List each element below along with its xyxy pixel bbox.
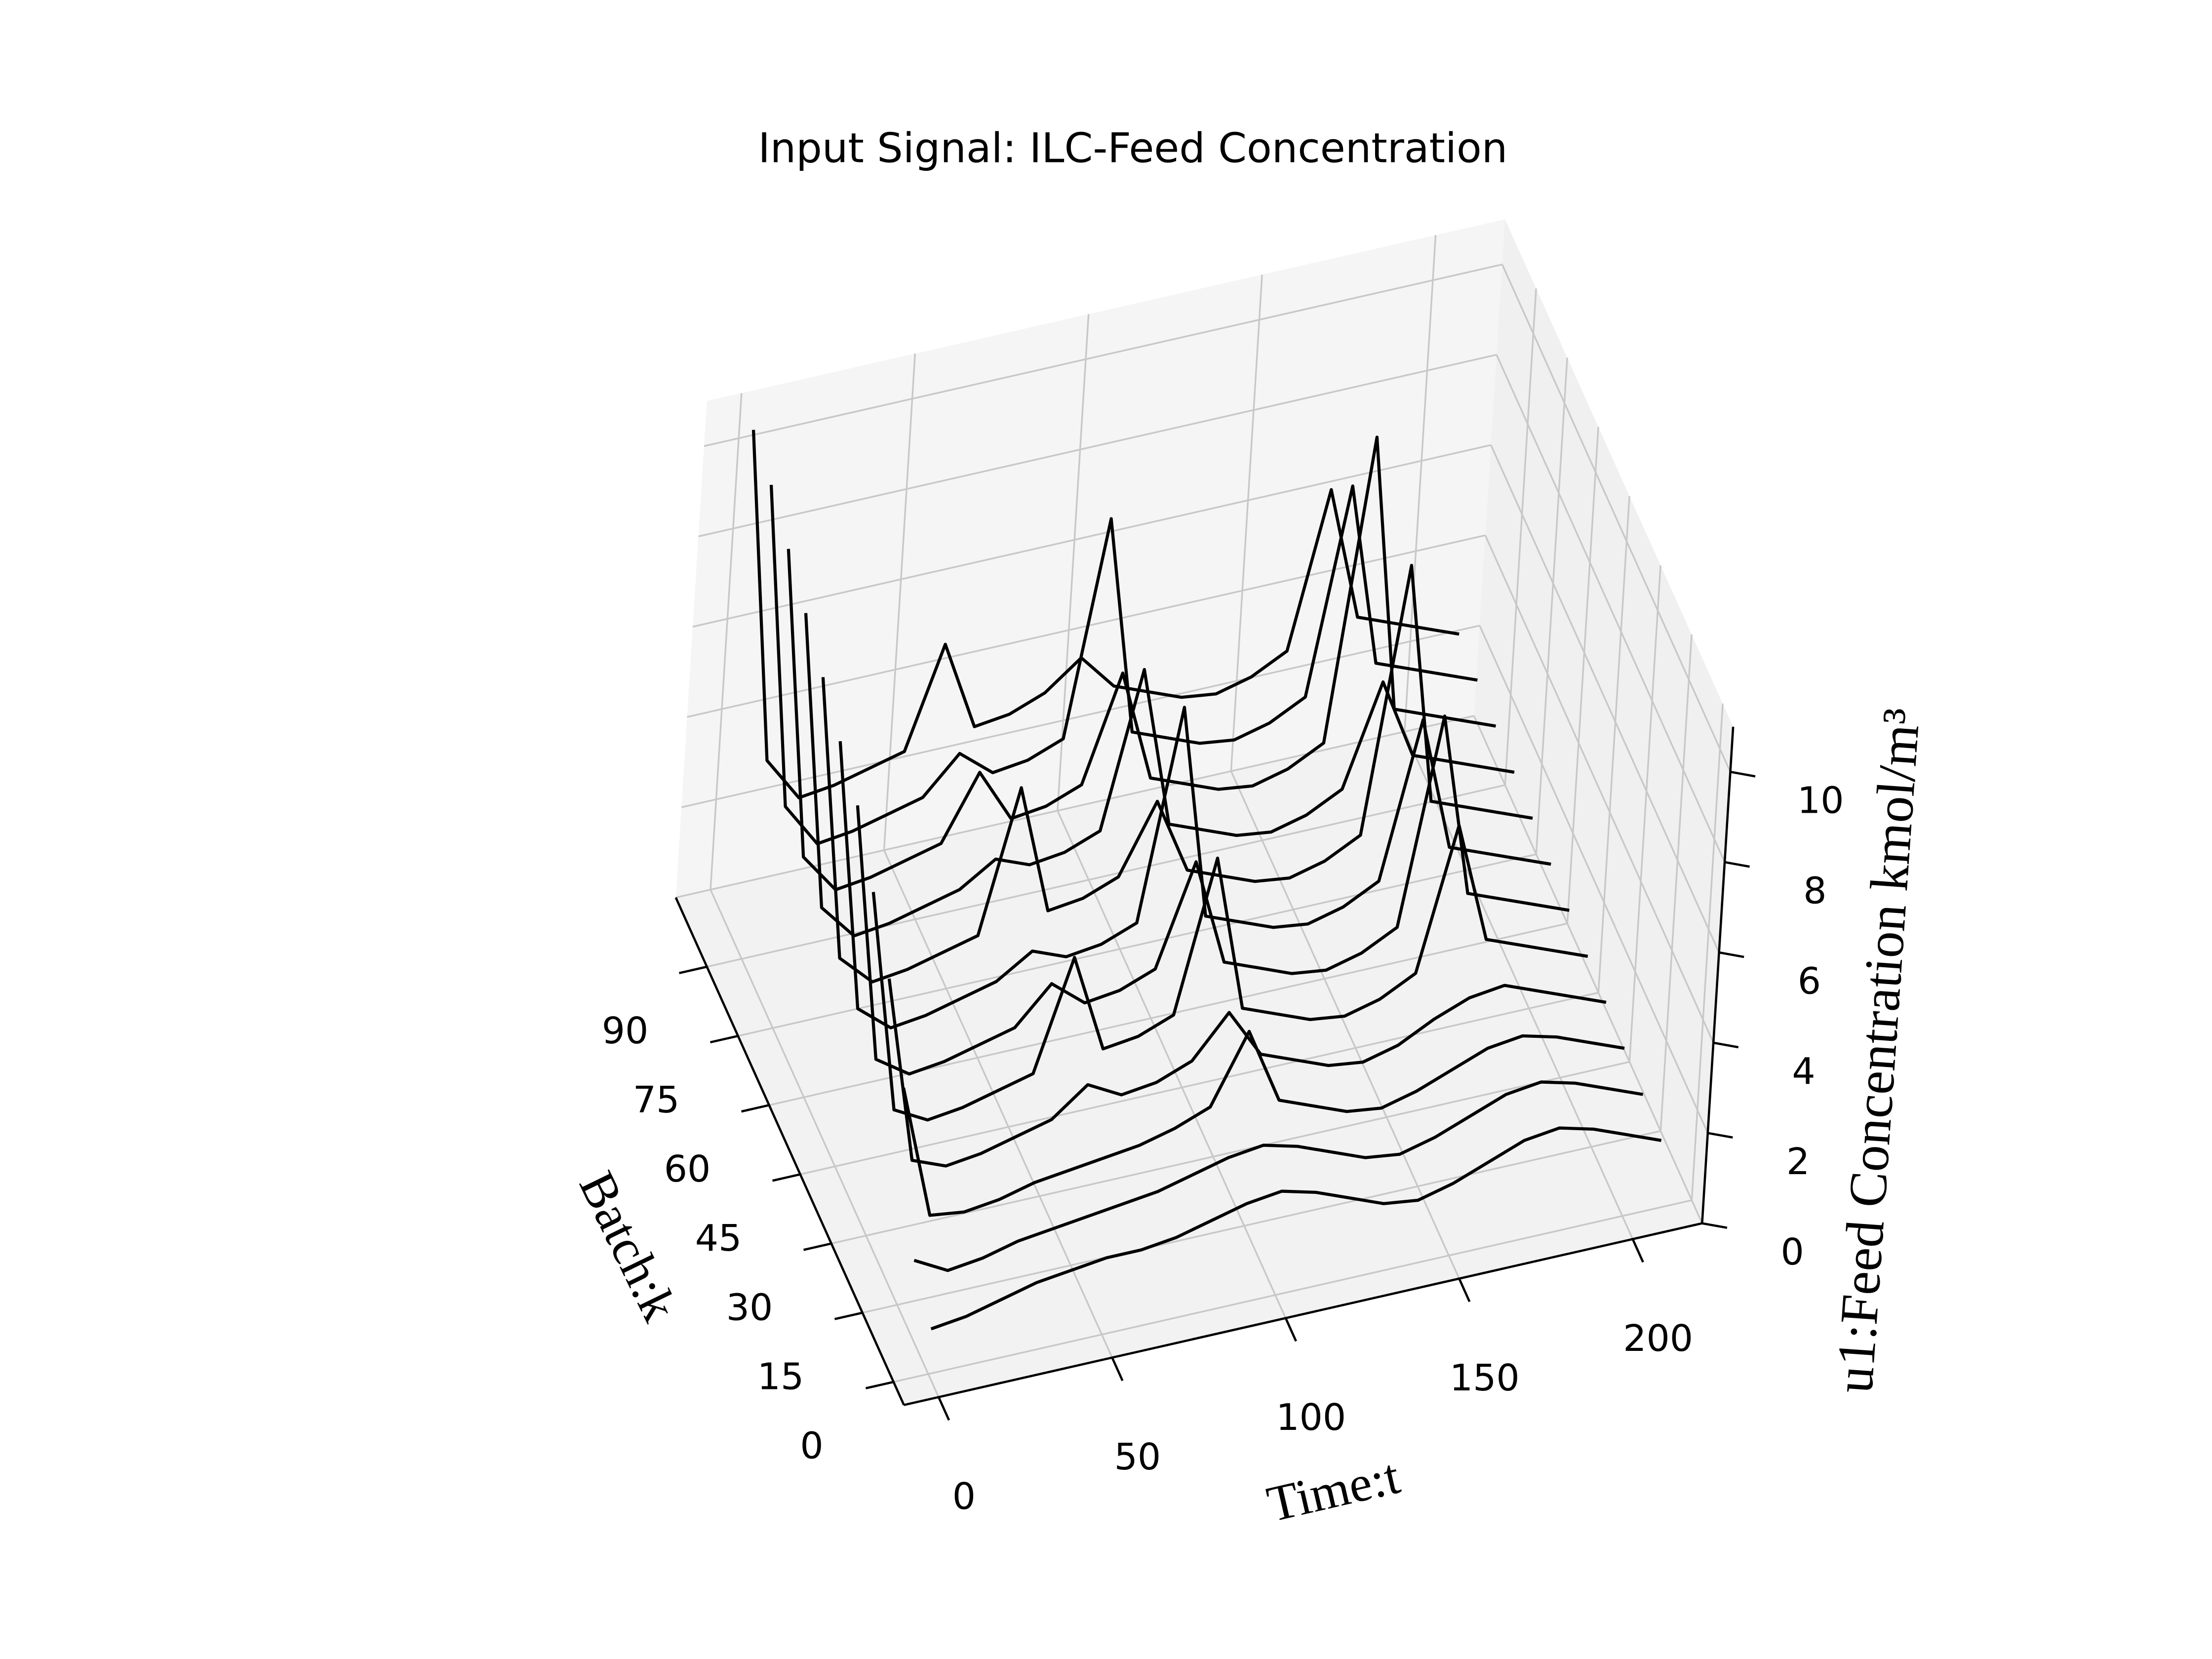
y-tick-label: 75 xyxy=(633,1078,680,1121)
y-tick-label: 45 xyxy=(695,1217,742,1260)
grid-line xyxy=(1057,314,1090,811)
x-tick xyxy=(1631,1238,1644,1263)
x-tick-label: 100 xyxy=(1276,1396,1346,1439)
grid-line xyxy=(704,263,1502,447)
z-tick xyxy=(1701,1222,1728,1229)
x-tick xyxy=(1111,1357,1124,1382)
z-tick-label: 4 xyxy=(1792,1050,1815,1093)
y-tick xyxy=(710,1034,739,1044)
z-tick xyxy=(1724,861,1750,868)
grid-line xyxy=(1691,704,1724,1200)
z-tick-label: 10 xyxy=(1797,779,1844,822)
y-tick-label: 60 xyxy=(664,1147,711,1190)
grid-line xyxy=(1473,715,1703,1224)
series-line xyxy=(902,1029,1625,1217)
x-tick xyxy=(1458,1278,1471,1303)
panes: 0 50 100 150 200 0 15 30 45 60 75 90 0 2 4 6 8 10 xyxy=(602,219,1844,1518)
series-line xyxy=(821,564,1533,984)
grid-line xyxy=(1501,264,1731,772)
y-tick xyxy=(865,1381,894,1389)
side-pane xyxy=(1474,219,1734,1224)
series-line xyxy=(787,435,1496,892)
z-tick-label: 6 xyxy=(1798,959,1821,1002)
plot-area xyxy=(751,430,1662,1331)
grid-line xyxy=(1490,444,1720,953)
x-tick-label: 150 xyxy=(1450,1356,1520,1399)
x-tick-label: 0 xyxy=(952,1475,976,1518)
grid-line xyxy=(1230,771,1460,1279)
series-line xyxy=(751,430,1460,799)
y-tick xyxy=(741,1104,770,1113)
floor-pane xyxy=(675,715,1702,1405)
z-tick-label: 8 xyxy=(1803,869,1826,912)
x-tick-label: 200 xyxy=(1623,1317,1693,1360)
grid-line xyxy=(883,354,916,850)
x-axis-line xyxy=(904,1222,1702,1406)
grid-line xyxy=(1404,235,1437,732)
z-tick xyxy=(1719,951,1744,958)
series-line xyxy=(769,484,1478,845)
grid-line xyxy=(1484,535,1714,1043)
z-tick-label: 2 xyxy=(1786,1140,1810,1183)
y-tick-label: 90 xyxy=(602,1009,649,1052)
y-tick-label: 15 xyxy=(757,1355,804,1398)
chart-title: Input Signal: ILC-Feed Concentration xyxy=(758,124,1507,172)
x-tick xyxy=(1284,1317,1297,1342)
series-line xyxy=(804,613,1515,938)
z-tick xyxy=(1713,1041,1739,1049)
grid-line xyxy=(800,991,1599,1176)
y-tick xyxy=(803,1242,832,1251)
grid-line xyxy=(883,850,1113,1358)
z-tick xyxy=(1730,771,1756,778)
grid-line xyxy=(710,393,743,890)
grid-line xyxy=(1659,634,1693,1131)
grid-line xyxy=(1597,496,1630,993)
z-tick-label: 0 xyxy=(1781,1230,1804,1273)
grid-line xyxy=(1628,565,1661,1062)
grid-line xyxy=(893,1199,1692,1383)
series-line xyxy=(838,706,1551,1029)
z-tick xyxy=(1707,1132,1733,1139)
grid-line xyxy=(1479,625,1709,1134)
y-tick-label: 30 xyxy=(726,1286,773,1329)
grid-line xyxy=(687,534,1486,718)
grid-line xyxy=(1504,288,1537,786)
back-pane xyxy=(675,219,1505,898)
grid-line xyxy=(692,444,1491,628)
x-tick-label: 50 xyxy=(1114,1435,1161,1478)
y-tick-label: 0 xyxy=(800,1424,823,1467)
series-line xyxy=(871,824,1588,1122)
grid-line xyxy=(862,1130,1661,1314)
grid-line xyxy=(710,889,940,1398)
series-line xyxy=(930,1126,1662,1331)
grid-line xyxy=(707,784,1505,968)
y-tick xyxy=(834,1311,863,1320)
y-tick xyxy=(678,965,708,975)
grid-line xyxy=(1230,275,1263,771)
grid-line xyxy=(698,354,1497,538)
grid-line xyxy=(1566,427,1599,924)
y-tick xyxy=(772,1173,801,1182)
series-line xyxy=(887,978,1607,1168)
y-axis-line xyxy=(674,897,905,1406)
series-line xyxy=(913,1080,1643,1272)
grid-line xyxy=(1496,354,1726,863)
z-axis-line xyxy=(1701,726,1735,1224)
grid-line xyxy=(1535,357,1568,855)
series-line xyxy=(856,714,1570,1076)
grid-line xyxy=(675,715,1474,899)
x-axis-label: Time:t xyxy=(1262,1448,1405,1533)
grid-line xyxy=(1057,810,1287,1319)
x-tick xyxy=(937,1396,950,1421)
